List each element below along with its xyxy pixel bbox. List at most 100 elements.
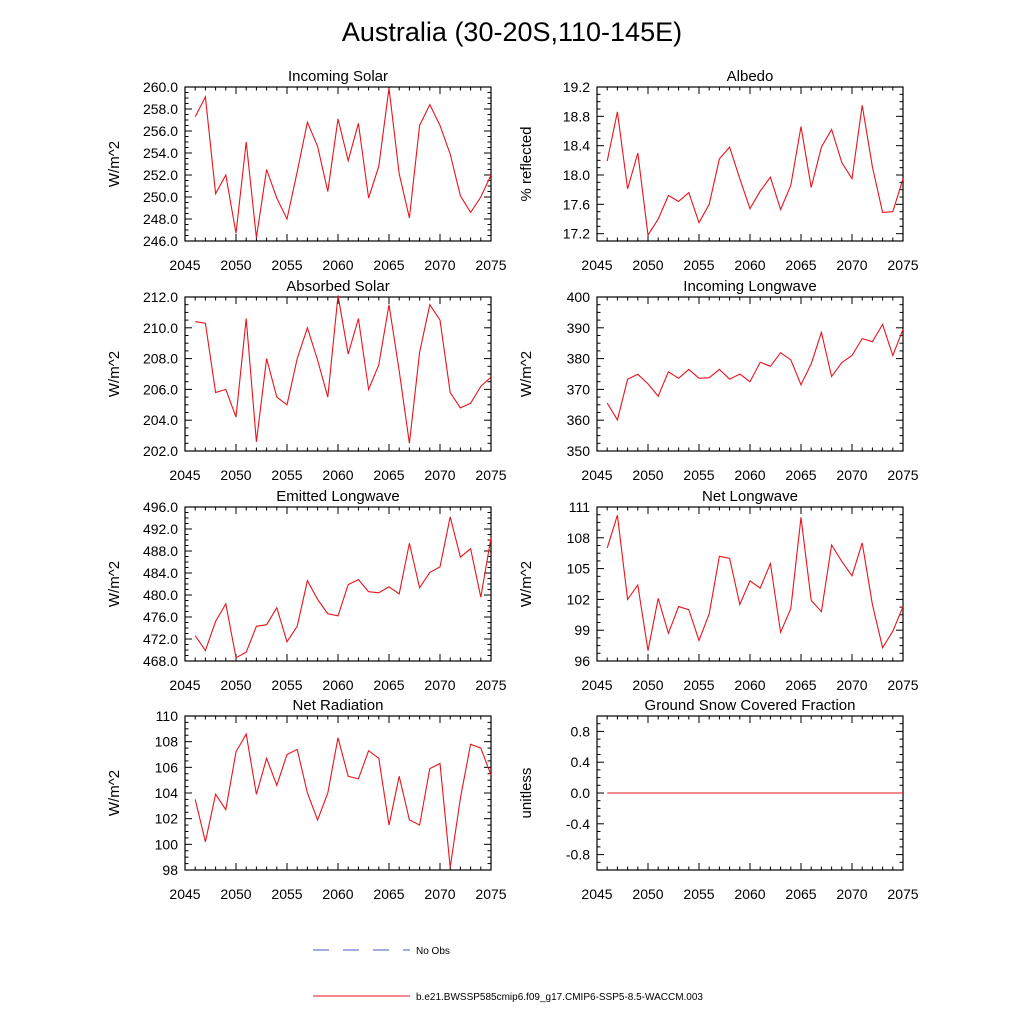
plot-frame bbox=[184, 86, 492, 242]
x-tick-label: 2050 bbox=[632, 257, 663, 273]
y-tick-label: 480.0 bbox=[143, 587, 178, 603]
y-tick-label: 102 bbox=[567, 591, 591, 607]
panel-1: Albedo % reflected 2045 2050 2055 2060 2065 207… bbox=[518, 68, 919, 273]
y-tick-label: 380 bbox=[567, 351, 591, 367]
x-tick-label: 2075 bbox=[475, 886, 506, 902]
y-tick-label: 18.4 bbox=[563, 138, 590, 154]
x-tick-label: 2060 bbox=[322, 677, 353, 693]
x-tick-label: 2050 bbox=[220, 467, 251, 483]
y-tick-label: 18.8 bbox=[563, 108, 590, 124]
x-tick-label: 2055 bbox=[271, 886, 302, 902]
panel-title: Incoming Longwave bbox=[683, 278, 816, 295]
x-tick-label: 2055 bbox=[683, 677, 714, 693]
x-tick-label: 2070 bbox=[424, 257, 455, 273]
x-tick-label: 2050 bbox=[632, 467, 663, 483]
series-line bbox=[195, 295, 492, 444]
y-tick-label: 260.0 bbox=[143, 79, 178, 95]
y-tick-label: 390 bbox=[567, 320, 591, 336]
x-tick-label: 2060 bbox=[734, 257, 765, 273]
x-tick-label: 2055 bbox=[271, 677, 302, 693]
x-tick-label: 2050 bbox=[632, 886, 663, 902]
panel-title: Ground Snow Covered Fraction bbox=[645, 697, 856, 714]
panel-6: Net Radiation W/m^2 2045 2050 2055 2060 2065 20… bbox=[106, 697, 507, 902]
x-tick-label: 2065 bbox=[373, 257, 404, 273]
legend-obs-label: No Obs bbox=[416, 946, 450, 957]
y-tick-label: 0.4 bbox=[571, 754, 591, 770]
y-tick-label: 98 bbox=[162, 862, 178, 878]
y-tick-label: 99 bbox=[574, 622, 590, 638]
y-tick-label: 17.6 bbox=[563, 196, 590, 212]
x-tick-label: 2050 bbox=[220, 886, 251, 902]
panel-3: Incoming Longwave W/m^2 2045 2050 2055 2060 20… bbox=[518, 278, 919, 483]
x-tick-label: 2075 bbox=[475, 467, 506, 483]
x-tick-label: 2070 bbox=[424, 886, 455, 902]
y-tick-label: 108 bbox=[155, 734, 179, 750]
y-tick-label: 19.2 bbox=[563, 79, 590, 95]
x-tick-label: 2065 bbox=[785, 467, 816, 483]
x-tick-label: 2045 bbox=[169, 257, 200, 273]
series-line bbox=[194, 88, 492, 238]
y-axis-label: % reflected bbox=[518, 126, 535, 201]
x-tick-label: 2055 bbox=[271, 467, 302, 483]
y-tick-label: 204.0 bbox=[143, 412, 178, 428]
y-tick-label: 254.0 bbox=[143, 145, 178, 161]
x-tick-label: 2075 bbox=[475, 257, 506, 273]
panel-title: Albedo bbox=[727, 68, 774, 85]
x-tick-label: 2045 bbox=[581, 467, 612, 483]
x-tick-label: 2070 bbox=[424, 677, 455, 693]
x-tick-label: 2075 bbox=[887, 677, 918, 693]
x-tick-label: 2070 bbox=[836, 886, 867, 902]
series-line bbox=[194, 732, 492, 868]
panel-title: Emitted Longwave bbox=[276, 488, 399, 505]
x-tick-label: 2060 bbox=[734, 677, 765, 693]
y-tick-label: 108 bbox=[567, 530, 591, 546]
legend: No Obs b.e21.BWSSP585cmip6.f09_g17.CMIP6… bbox=[313, 946, 703, 1003]
y-tick-label: 102 bbox=[155, 811, 179, 827]
x-tick-label: 2055 bbox=[683, 886, 714, 902]
y-tick-label: 105 bbox=[567, 561, 591, 577]
y-tick-label: 488.0 bbox=[143, 543, 178, 559]
x-tick-label: 2060 bbox=[322, 257, 353, 273]
y-axis-label: W/m^2 bbox=[106, 770, 123, 816]
x-tick-label: 2045 bbox=[169, 467, 200, 483]
x-tick-label: 2045 bbox=[169, 886, 200, 902]
y-axis-label: W/m^2 bbox=[518, 351, 535, 397]
y-tick-label: 492.0 bbox=[143, 521, 178, 537]
y-tick-label: 212.0 bbox=[143, 289, 178, 305]
y-tick-label: 350 bbox=[567, 443, 591, 459]
x-tick-label: 2060 bbox=[322, 467, 353, 483]
x-tick-label: 2065 bbox=[785, 886, 816, 902]
y-tick-label: 246.0 bbox=[143, 233, 178, 249]
panel-grid: Incoming Solar W/m^2 2045 2050 2055 2060 2065 2… bbox=[106, 68, 919, 902]
y-axis-label: W/m^2 bbox=[106, 141, 123, 187]
panel-title: Net Longwave bbox=[702, 488, 798, 505]
series-line bbox=[606, 515, 904, 651]
y-tick-label: 258.0 bbox=[143, 101, 178, 117]
x-tick-label: 2075 bbox=[475, 677, 506, 693]
plot-frame bbox=[596, 296, 904, 452]
y-axis-label: unitless bbox=[518, 768, 535, 819]
plot-frame bbox=[184, 296, 492, 452]
panel-title: Incoming Solar bbox=[288, 68, 388, 85]
y-tick-label: 208.0 bbox=[143, 351, 178, 367]
y-tick-label: 400 bbox=[567, 289, 591, 305]
x-tick-label: 2065 bbox=[785, 677, 816, 693]
panel-title: Net Radiation bbox=[293, 697, 384, 714]
y-tick-label: 202.0 bbox=[143, 443, 178, 459]
x-tick-label: 2055 bbox=[271, 257, 302, 273]
x-tick-label: 2050 bbox=[632, 677, 663, 693]
x-tick-label: 2065 bbox=[785, 257, 816, 273]
y-tick-label: 472.0 bbox=[143, 631, 178, 647]
x-tick-label: 2075 bbox=[887, 257, 918, 273]
y-axis-label: W/m^2 bbox=[106, 351, 123, 397]
y-tick-label: 370 bbox=[567, 381, 591, 397]
plot-frame bbox=[596, 86, 904, 242]
panel-5: Net Longwave W/m^2 2045 2050 2055 2060 2065 207… bbox=[518, 488, 919, 693]
y-tick-label: 110 bbox=[156, 708, 179, 724]
page-title: Australia (30-20S,110-145E) bbox=[342, 17, 682, 47]
x-tick-label: 2045 bbox=[169, 677, 200, 693]
x-tick-label: 2065 bbox=[373, 886, 404, 902]
plot-frame bbox=[596, 506, 904, 662]
x-tick-label: 2070 bbox=[836, 257, 867, 273]
y-tick-label: 17.2 bbox=[563, 226, 590, 242]
